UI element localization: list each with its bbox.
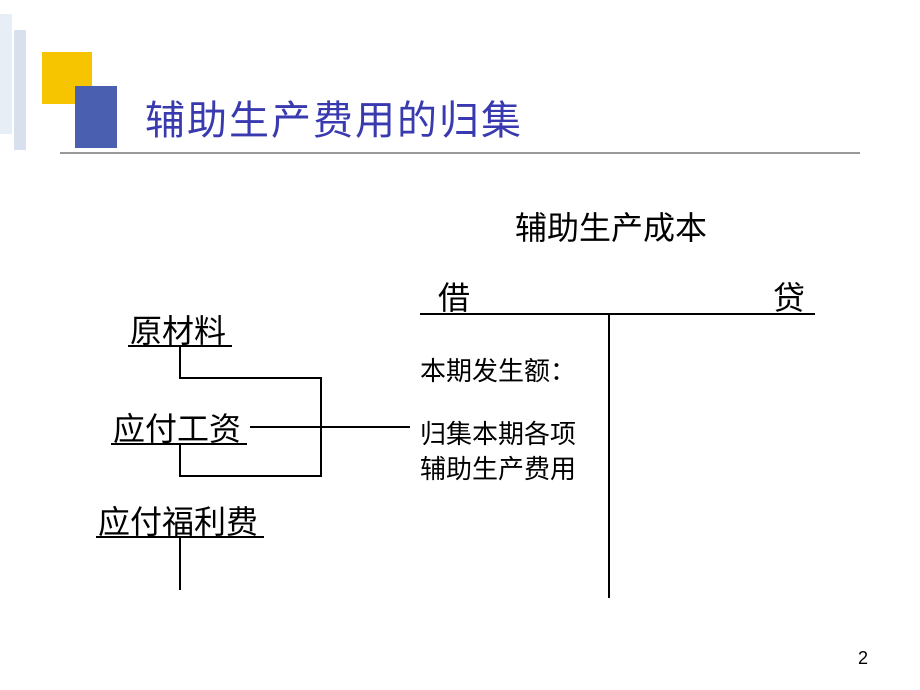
- page-title: 辅助生产费用的归集: [145, 88, 523, 146]
- page-number: 2: [858, 648, 868, 669]
- flow-h-welfare: [179, 475, 320, 477]
- flow-v-raw: [179, 347, 181, 379]
- period-amt-line2: 归集本期各项: [420, 417, 576, 453]
- flow-h-out: [250, 426, 410, 428]
- t-account-title: 辅助生产成本: [515, 203, 707, 249]
- deco-bar2: [14, 30, 26, 150]
- t-account-hline: [420, 313, 815, 315]
- period-amt-line3: 辅助生产费用: [420, 452, 576, 488]
- deco-bar1: [0, 14, 12, 134]
- flow-h-raw: [179, 377, 320, 379]
- flow-v-wage: [179, 445, 181, 477]
- t-account-vline: [608, 313, 610, 598]
- corner-decoration: [0, 0, 140, 160]
- deco-blue-square: [75, 86, 117, 148]
- period-amt-line1: 本期发生额：: [420, 354, 576, 390]
- flow-v-welfare: [179, 538, 181, 590]
- title-underline: [60, 152, 860, 154]
- deco-svg: [0, 0, 140, 170]
